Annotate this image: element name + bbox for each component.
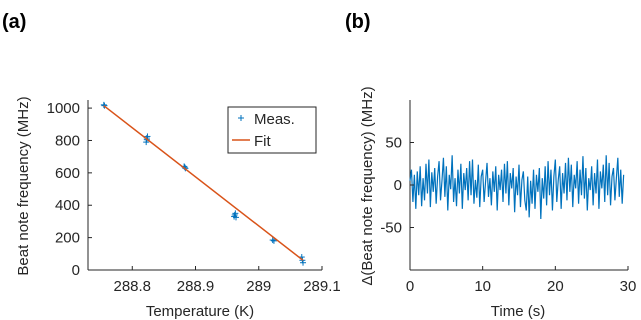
panel-a-legend: Meas. Fit: [227, 106, 317, 154]
panel-b-x-tick-label: 10: [474, 278, 491, 295]
panel-b-x-axis-label: Time (s): [491, 303, 545, 320]
panel-b-y-tick-label: 0: [394, 177, 402, 194]
panel-a-x-tick-label: 288.8: [113, 278, 151, 295]
panel-a-meas-point: [100, 101, 107, 108]
panel-a-y-tick-label: 200: [55, 230, 80, 247]
panel-a-y-tick-label: 1000: [47, 100, 80, 117]
panel-a-y-axis-label: Beat note frequency (MHz): [15, 96, 32, 275]
panel-b-series-line: [409, 155, 625, 220]
panel-b: (b) 0 10 20 30 -50 0 50 Time (s) Δ(Beat note …: [345, 11, 636, 320]
panel-b-x-tick-label: 20: [547, 278, 564, 295]
panel-a-meas-point: [270, 237, 277, 244]
legend-box: [227, 106, 317, 154]
panel-b-x-ticks: 0 10 20 30: [406, 266, 637, 295]
legend-fit-label: Fit: [254, 133, 271, 150]
panel-a-label: (a): [2, 11, 26, 33]
panel-a-x-ticks: 288.8 288.9 289 289.1: [113, 266, 341, 295]
panel-b-x-tick-label: 30: [620, 278, 637, 295]
panel-a-plot-area: [87, 100, 322, 271]
panel-b-y-axis-label: Δ(Beat note frequency) (MHz): [359, 86, 376, 285]
panel-a-x-tick-label: 289.1: [303, 278, 341, 295]
panel-a-y-tick-label: 400: [55, 197, 80, 214]
panel-a-meas-point: [232, 210, 239, 217]
panel-a-x-tick-label: 289: [246, 278, 271, 295]
panel-a-meas-point: [232, 214, 239, 221]
legend-meas-marker: [238, 115, 244, 121]
panel-a-meas-point: [269, 237, 276, 244]
panel-b-plot-area: [409, 100, 628, 271]
panel-b-y-ticks: -50 0 50: [380, 135, 414, 237]
panel-b-y-tick-label: 50: [385, 135, 402, 152]
panel-a-y-ticks: 0 200 400 600 800 1000: [47, 100, 92, 279]
panel-b-label: (b): [345, 11, 371, 33]
panel-a-y-tick-label: 800: [55, 132, 80, 149]
panel-a-x-tick-label: 288.9: [177, 278, 215, 295]
panel-b-x-tick-label: 0: [406, 278, 414, 295]
panel-a-y-tick-label: 0: [72, 262, 80, 279]
panel-a: (a) 288.8 288.9 289 289.1 0 200 400 600 800 1000…: [2, 11, 341, 320]
panel-a-y-tick-label: 600: [55, 165, 80, 182]
panel-a-meas-point: [300, 259, 307, 266]
panel-a-fit-line: [103, 105, 304, 261]
panel-a-x-axis-label: Temperature (K): [146, 303, 254, 320]
legend-meas-label: Meas.: [254, 111, 295, 128]
panel-a-meas-point: [144, 133, 151, 140]
panel-b-y-tick-label: -50: [380, 220, 402, 237]
